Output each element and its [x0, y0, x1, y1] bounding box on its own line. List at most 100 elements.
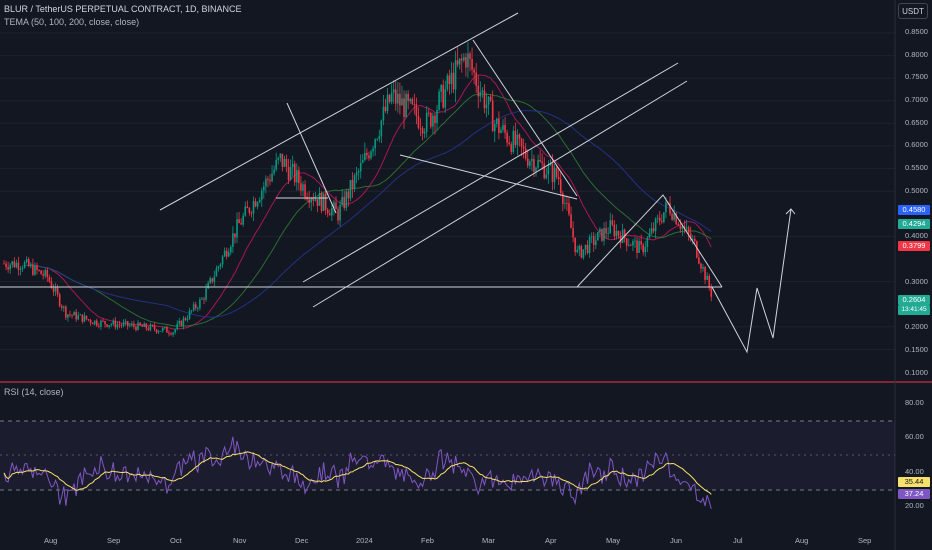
rsi-ma-line [3, 451, 712, 495]
candle-body [522, 146, 525, 149]
candle-body [120, 324, 123, 326]
candle-body [421, 128, 424, 134]
candle-body [531, 158, 533, 162]
candle-body [551, 163, 554, 183]
candle-body [54, 287, 57, 292]
candle-body [133, 323, 135, 327]
candle-body [638, 241, 640, 253]
candle-body [580, 246, 583, 258]
candle-body [617, 230, 620, 236]
candle-body [221, 256, 224, 265]
drawing-tools[interactable] [0, 12, 796, 354]
candle-body [349, 179, 352, 199]
candle-body [673, 213, 675, 220]
candle-body [549, 163, 552, 166]
candle-body [211, 278, 214, 282]
candle-body [188, 310, 191, 319]
candle-body [512, 130, 515, 152]
time-tick: Jun [670, 536, 683, 545]
trend-line [286, 102, 337, 214]
candle-body [696, 241, 698, 258]
candle-body [17, 262, 20, 270]
candle-body [25, 259, 28, 263]
candle-body [392, 89, 395, 93]
candle-body [44, 270, 47, 276]
candle-body [430, 112, 432, 127]
candle-body [279, 153, 282, 158]
rsi-tick: 80.00 [905, 398, 924, 407]
candle-body [174, 329, 176, 333]
candle-body [287, 166, 290, 180]
candle-body [448, 75, 451, 85]
indicator-title[interactable]: TEMA (50, 100, 200, close, close) [4, 17, 140, 27]
candle-body [85, 315, 88, 320]
tema100-line [24, 93, 712, 327]
candle-body [65, 306, 67, 318]
time-tick: Jul [733, 536, 743, 545]
candle-body [38, 270, 40, 271]
candle-body [411, 98, 414, 104]
candle-body [5, 263, 7, 268]
candle-body [137, 322, 139, 331]
candle-body [702, 267, 704, 269]
candle-body [213, 276, 216, 282]
candle-body [555, 167, 558, 178]
grid-lines [0, 32, 895, 350]
symbol-title[interactable]: BLUR / TetherUS PERPETUAL CONTRACT, 1D, … [4, 4, 242, 14]
candle-body [335, 202, 337, 210]
candle-body [161, 327, 164, 331]
candle-body [526, 158, 529, 166]
candle-body [19, 268, 22, 270]
candle-body [304, 184, 306, 198]
candle-body [69, 314, 71, 316]
candle-body [607, 233, 609, 235]
candle-body [477, 85, 480, 97]
candle-body [164, 327, 166, 328]
candle-body [355, 172, 358, 176]
candle-body [182, 318, 185, 326]
candle-body [159, 330, 162, 332]
currency-button[interactable]: USDT [898, 3, 928, 19]
candle-body [693, 238, 696, 242]
price-tick: 0.8500 [905, 27, 928, 36]
candle-body [399, 93, 401, 106]
candle-body [576, 249, 579, 253]
candle-body [122, 322, 125, 326]
price-tick: 0.1000 [905, 368, 928, 377]
candle-body [36, 265, 38, 271]
price-tick: 0.6000 [905, 140, 928, 149]
candle-body [440, 85, 442, 92]
candle-body [32, 264, 34, 275]
candle-body [34, 265, 36, 275]
price-tick: 0.6500 [905, 118, 928, 127]
candle-body [285, 159, 288, 167]
candle-body [320, 192, 323, 212]
rsi-tick: 60.00 [905, 432, 924, 441]
candle-body [700, 263, 702, 269]
candle-body [281, 153, 284, 167]
candle-body [384, 106, 387, 112]
candle-body [50, 281, 53, 289]
time-tick: Apr [545, 536, 557, 545]
candle-body [485, 104, 488, 109]
candle-body [559, 179, 562, 194]
channel-lower [302, 62, 679, 283]
rsi-title[interactable]: RSI (14, close) [4, 387, 64, 397]
candle-body [102, 320, 104, 322]
candle-body [473, 69, 475, 73]
time-tick: Aug [795, 536, 809, 545]
candle-body [157, 331, 160, 333]
candle-body [413, 103, 416, 105]
candle-body [75, 311, 77, 320]
candle-body [570, 214, 572, 229]
candle-body [77, 315, 80, 320]
candle-body [491, 100, 494, 132]
candle-body [665, 202, 667, 213]
candle-body [683, 226, 686, 229]
candle-body [230, 246, 232, 253]
candle-body [374, 139, 376, 149]
candle-body [654, 218, 657, 232]
candle-body [454, 60, 457, 90]
candle-body [660, 221, 663, 223]
